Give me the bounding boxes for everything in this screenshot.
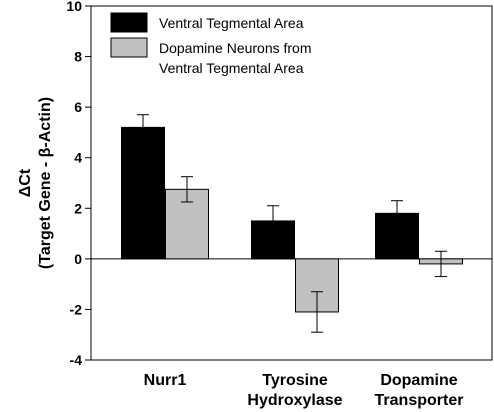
x-category-label-line2: Hydroxylase bbox=[247, 392, 342, 409]
bars bbox=[121, 114, 463, 333]
error-bar-series2-cat1 bbox=[181, 176, 193, 203]
bar-series1-cat1 bbox=[121, 126, 165, 260]
x-axis-category-labels: Nurr1 Tyrosine Hydroxylase Dopamine Transpor… bbox=[144, 372, 464, 409]
legend: Ventral Tegmental Area Dopamine Neurons … bbox=[110, 12, 312, 76]
legend-swatch-dopamine-neurons bbox=[110, 37, 148, 58]
legend-swatch-ventral-tegmental-area bbox=[110, 12, 148, 33]
y-tick-label: -4 bbox=[70, 352, 83, 368]
y-tick-label: 4 bbox=[74, 150, 82, 166]
error-bar-series1-cat3 bbox=[391, 200, 403, 227]
x-category-label-line1: Nurr1 bbox=[144, 372, 187, 389]
y-tick-label: 2 bbox=[74, 200, 82, 216]
y-axis-title: ΔCt (Target Gene - β-Actin) bbox=[17, 97, 54, 269]
y-tick-label: 6 bbox=[74, 99, 82, 115]
legend-label-dopamine-neurons-line1: Dopamine Neurons from bbox=[159, 40, 312, 56]
y-tick-label: 10 bbox=[66, 0, 82, 14]
legend-label-ventral-tegmental-area: Ventral Tegmental Area bbox=[159, 15, 304, 31]
y-tick-label: 8 bbox=[74, 49, 82, 65]
y-axis-ticks: -4 -2 0 2 4 6 8 10 bbox=[66, 0, 91, 368]
error-bar-series2-cat3 bbox=[435, 250, 447, 278]
x-category-label-line1: Dopamine bbox=[380, 372, 457, 389]
plot-area: -4 -2 0 2 4 6 8 10 bbox=[66, 0, 493, 368]
error-bar-series1-cat1 bbox=[137, 114, 149, 141]
y-tick-label: -2 bbox=[70, 301, 83, 317]
legend-label-dopamine-neurons-line2: Ventral Tegmental Area bbox=[159, 60, 304, 76]
x-category-label-line2: Transporter bbox=[375, 392, 464, 409]
plot-frame bbox=[90, 5, 493, 361]
y-tick-label: 0 bbox=[74, 251, 82, 267]
error-bar-series1-cat2 bbox=[267, 205, 279, 237]
y-axis-title-line1: ΔCt bbox=[17, 168, 34, 197]
x-category-label-line1: Tyrosine bbox=[262, 372, 328, 389]
error-bar-series2-cat2 bbox=[311, 291, 323, 333]
y-axis-title-line2: (Target Gene - β-Actin) bbox=[37, 97, 54, 269]
